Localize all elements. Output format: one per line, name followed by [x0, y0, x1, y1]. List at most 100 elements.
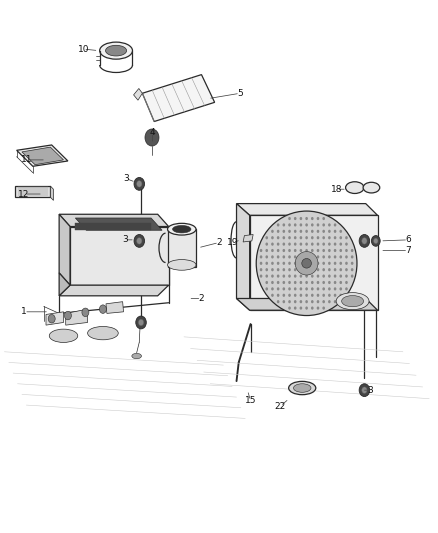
Circle shape	[351, 262, 353, 265]
Circle shape	[317, 274, 319, 278]
Circle shape	[300, 306, 302, 310]
Text: 3: 3	[367, 386, 373, 394]
Circle shape	[277, 294, 279, 297]
Circle shape	[317, 223, 319, 227]
Ellipse shape	[173, 225, 191, 233]
Circle shape	[351, 274, 353, 278]
Circle shape	[322, 274, 325, 278]
Text: 3: 3	[123, 174, 129, 183]
Circle shape	[260, 268, 262, 271]
Circle shape	[137, 238, 142, 244]
Circle shape	[277, 249, 279, 252]
Circle shape	[294, 249, 297, 252]
Circle shape	[294, 306, 297, 310]
Circle shape	[277, 230, 279, 233]
Circle shape	[265, 236, 268, 239]
Circle shape	[334, 294, 336, 297]
Circle shape	[294, 281, 297, 284]
Ellipse shape	[167, 223, 196, 235]
Polygon shape	[59, 273, 70, 296]
Circle shape	[64, 311, 71, 320]
Circle shape	[334, 281, 336, 284]
Circle shape	[265, 274, 268, 278]
Circle shape	[322, 255, 325, 259]
Circle shape	[305, 268, 308, 271]
Circle shape	[294, 274, 297, 278]
Circle shape	[277, 281, 279, 284]
Circle shape	[300, 223, 302, 227]
Circle shape	[271, 230, 274, 233]
Polygon shape	[59, 214, 70, 285]
Circle shape	[311, 300, 314, 303]
Circle shape	[339, 274, 342, 278]
Circle shape	[99, 305, 106, 313]
Circle shape	[294, 236, 297, 239]
Circle shape	[328, 255, 331, 259]
Circle shape	[334, 287, 336, 290]
Circle shape	[300, 236, 302, 239]
Circle shape	[283, 236, 285, 239]
Circle shape	[283, 249, 285, 252]
Circle shape	[288, 306, 291, 310]
Ellipse shape	[346, 182, 364, 193]
Circle shape	[317, 249, 319, 252]
Circle shape	[334, 300, 336, 303]
Circle shape	[265, 281, 268, 284]
Circle shape	[328, 249, 331, 252]
Circle shape	[277, 255, 279, 259]
Circle shape	[334, 223, 336, 227]
Circle shape	[328, 287, 331, 290]
Circle shape	[305, 243, 308, 246]
Text: 18: 18	[331, 185, 342, 193]
Circle shape	[339, 268, 342, 271]
Circle shape	[339, 230, 342, 233]
Circle shape	[283, 230, 285, 233]
Circle shape	[305, 255, 308, 259]
Circle shape	[305, 300, 308, 303]
Circle shape	[271, 281, 274, 284]
Circle shape	[138, 319, 144, 326]
Circle shape	[317, 287, 319, 290]
Circle shape	[300, 287, 302, 290]
Text: 3: 3	[122, 236, 128, 244]
Polygon shape	[66, 309, 88, 325]
Circle shape	[134, 235, 145, 247]
Circle shape	[345, 268, 348, 271]
Circle shape	[339, 249, 342, 252]
Circle shape	[283, 223, 285, 227]
Circle shape	[334, 249, 336, 252]
Circle shape	[305, 236, 308, 239]
Circle shape	[317, 217, 319, 220]
Circle shape	[300, 217, 302, 220]
Circle shape	[271, 287, 274, 290]
Circle shape	[311, 249, 314, 252]
Polygon shape	[237, 298, 378, 310]
Circle shape	[317, 243, 319, 246]
Circle shape	[283, 243, 285, 246]
Circle shape	[300, 255, 302, 259]
Circle shape	[277, 243, 279, 246]
Circle shape	[317, 255, 319, 259]
Text: 4: 4	[150, 128, 155, 136]
Circle shape	[300, 243, 302, 246]
Circle shape	[265, 268, 268, 271]
Circle shape	[283, 294, 285, 297]
Circle shape	[334, 243, 336, 246]
Ellipse shape	[336, 293, 369, 310]
Text: 19: 19	[227, 238, 239, 247]
Ellipse shape	[342, 295, 364, 307]
Circle shape	[283, 262, 285, 265]
Circle shape	[305, 223, 308, 227]
Circle shape	[311, 223, 314, 227]
Circle shape	[345, 243, 348, 246]
Circle shape	[288, 294, 291, 297]
Circle shape	[294, 230, 297, 233]
Circle shape	[288, 274, 291, 278]
Polygon shape	[134, 88, 142, 100]
Circle shape	[294, 243, 297, 246]
Circle shape	[328, 281, 331, 284]
Circle shape	[317, 236, 319, 239]
Polygon shape	[59, 214, 169, 227]
Circle shape	[300, 300, 302, 303]
Circle shape	[305, 294, 308, 297]
